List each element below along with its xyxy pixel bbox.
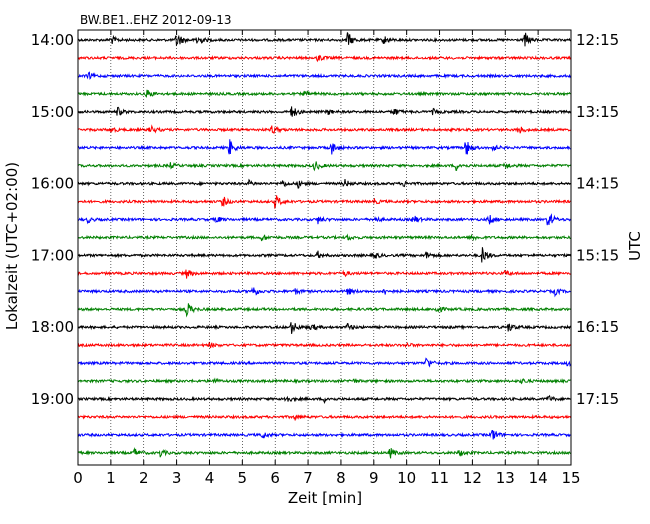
x-tick-label: 9 (369, 469, 379, 487)
x-axis-label: Zeit [min] (288, 489, 362, 507)
x-tick-label: 6 (270, 469, 280, 487)
x-tick-label: 2 (139, 469, 149, 487)
plot-frame (77, 29, 572, 466)
x-tick-label: 1 (106, 469, 116, 487)
seismic-trace (77, 413, 572, 421)
seismic-trace (77, 287, 571, 298)
y-tick-label-left: 18:00 (31, 318, 74, 336)
seismic-trace (77, 213, 572, 226)
y-tick-label-left: 15:00 (31, 103, 74, 121)
y-tick-label-right: 17:15 (576, 390, 619, 408)
y-axis-label-right: UTC (626, 231, 644, 261)
y-tick-label-right: 16:15 (576, 318, 619, 336)
x-tick-label: 10 (397, 469, 416, 487)
x-tick-label: 14 (529, 469, 548, 487)
seismic-trace (77, 341, 571, 349)
y-tick-label-left: 14:00 (31, 31, 74, 49)
seismic-trace (77, 269, 571, 279)
x-tick-label: 4 (205, 469, 215, 487)
y-axis-label-left: Lokalzeit (UTC+02:00) (3, 162, 21, 330)
tick-group: 0 1 2 3 4 5 6 7 8 9 10 11 12 13 14 1514:0015:0016:0017:… (31, 30, 619, 487)
seismic-trace (77, 195, 571, 209)
seismic-trace (77, 139, 571, 155)
chart-title: BW.BE1..EHZ 2012-09-13 (80, 13, 232, 27)
seismic-trace (78, 247, 572, 263)
seismic-trace (77, 357, 572, 368)
seismic-trace (77, 178, 571, 189)
x-tick-label: 5 (238, 469, 248, 487)
seismic-trace (77, 89, 571, 98)
y-tick-label-right: 14:15 (576, 175, 619, 193)
seismic-trace (77, 32, 571, 47)
y-tick-label-right: 13:15 (576, 103, 619, 121)
x-tick-label: 13 (496, 469, 515, 487)
seismic-trace (77, 322, 571, 334)
y-tick-label-left: 19:00 (31, 390, 74, 408)
x-tick-label: 7 (303, 469, 313, 487)
seismic-trace (77, 161, 571, 172)
trace-group (77, 32, 572, 459)
y-tick-label-left: 16:00 (31, 175, 74, 193)
x-tick-label: 3 (172, 469, 182, 487)
x-tick-label: 15 (561, 469, 580, 487)
seismic-trace (77, 429, 571, 440)
y-tick-label-right: 15:15 (576, 246, 619, 264)
seismic-trace (77, 124, 571, 134)
seismic-trace (77, 71, 572, 80)
seismic-trace (77, 303, 571, 318)
x-tick-label: 0 (73, 469, 83, 487)
seismic-trace (77, 394, 571, 405)
x-tick-label: 12 (463, 469, 482, 487)
y-tick-label-right: 12:15 (576, 31, 619, 49)
seismic-trace (77, 447, 571, 459)
x-tick-label: 11 (430, 469, 449, 487)
seismic-trace (77, 377, 571, 385)
seismic-trace (77, 233, 571, 242)
y-tick-label-left: 17:00 (31, 246, 74, 264)
seismic-trace (77, 54, 572, 63)
x-tick-label: 8 (336, 469, 346, 487)
